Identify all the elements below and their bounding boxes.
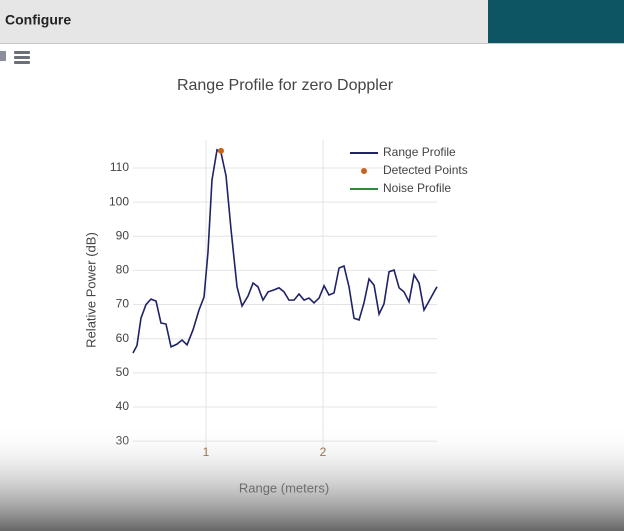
y-tick-label: 110: [110, 160, 129, 174]
line-series: [132, 148, 438, 354]
y-tick-label: 90: [116, 228, 130, 242]
chart-title: Range Profile for zero Doppler: [177, 77, 394, 94]
icon[interactable]: [0, 51, 6, 61]
y-tick-label: 70: [116, 297, 130, 311]
y-tick-label: 100: [109, 194, 129, 208]
plot: 30 40 50 60 70 80 90 100 110 1 2 Range Profile Detec…: [109, 140, 468, 459]
legend-label: Detected Points: [383, 163, 468, 177]
menu-icon[interactable]: [14, 51, 30, 64]
legend-label: Range Profile: [383, 145, 456, 159]
y-tick-label: 50: [116, 365, 130, 379]
configure-tab[interactable]: Configure: [5, 12, 71, 28]
x-tick-label: 1: [203, 445, 210, 459]
y-tick-label: 60: [116, 331, 130, 345]
x-tick-label: 2: [320, 445, 327, 459]
y-axis-label: Relative Power (dB): [83, 232, 98, 348]
detected-point: [217, 147, 224, 154]
x-axis-label: Range (meters): [239, 480, 329, 495]
legend-label: Noise Profile: [383, 181, 451, 195]
y-tick-label: 30: [116, 433, 130, 447]
y-tick-label: 80: [116, 263, 130, 277]
teal-panel: [488, 0, 624, 43]
y-tick-label: 40: [116, 399, 130, 413]
legend-symbol: [361, 168, 367, 174]
